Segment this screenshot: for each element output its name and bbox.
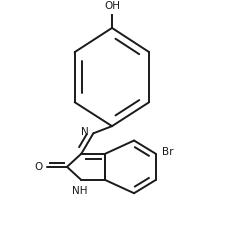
Text: O: O: [34, 162, 42, 172]
Text: N: N: [81, 127, 89, 137]
Text: Br: Br: [162, 147, 173, 158]
Text: NH: NH: [72, 186, 87, 196]
Text: OH: OH: [104, 1, 120, 11]
